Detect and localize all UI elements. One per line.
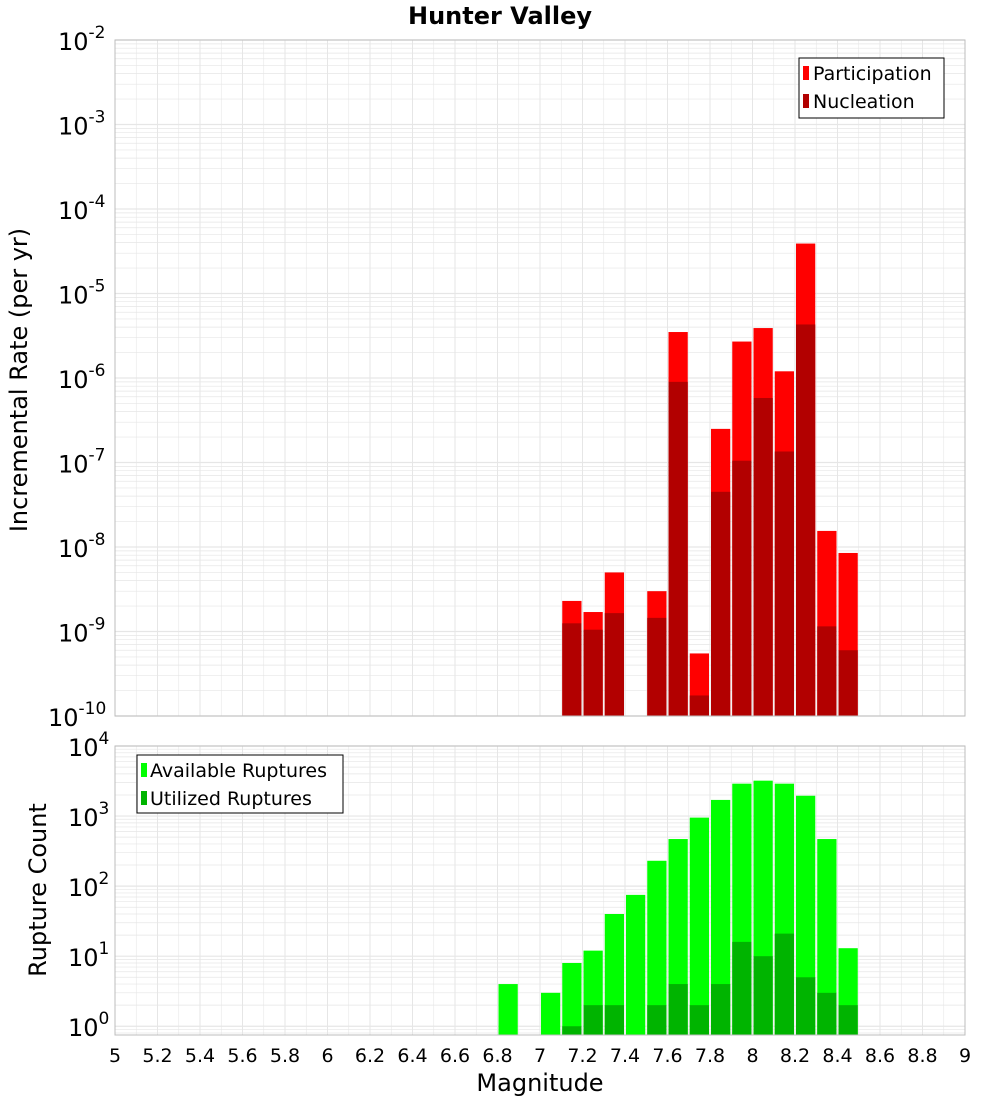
top-nucleation-bar [774,451,794,716]
top-nucleation-bar [732,460,752,716]
incremental-rate-panel: 10-10 10-9 10-8 10-7 10-6 10-5 10-4 10-3 10-2 In… [5,23,966,732]
top-nucleation-bar [796,324,816,716]
bottom-available-ruptures-bar [796,795,816,1035]
bottom-utilized-ruptures-bar [562,1026,582,1035]
top-nucleation-bar [838,650,858,716]
x-tick-label: 8.4 [822,1045,852,1067]
x-tick-label: 7.8 [695,1045,725,1067]
top-y-tick-label: 10-10 [48,699,106,732]
available-ruptures-legend-label: Available Ruptures [150,760,327,782]
x-tick-label: 6.6 [440,1045,470,1067]
top-nucleation-bar [562,623,582,716]
top-nucleation-bar [668,381,688,716]
bottom-available-ruptures-bar [541,992,561,1035]
rupture-count-panel: 100 101 102 103 104 5 5.2 5.4 5.6 5.8 6 6.2 6.4 6.6 6… [24,729,971,1097]
top-nucleation-bar [753,397,773,716]
x-tick-label: 5.4 [185,1045,215,1067]
bottom-utilized-ruptures-bar [753,956,773,1035]
top-grid [114,39,966,717]
bottom-utilized-ruptures-bar [711,984,731,1035]
top-y-tick-label: 10-5 [58,277,106,310]
participation-legend-label: Participation [813,63,932,85]
top-nucleation-bar [817,626,837,716]
bottom-available-ruptures-bar [711,799,731,1035]
top-nucleation-bar [711,491,731,716]
top-y-tick-label: 10-4 [58,192,106,225]
top-y-tick-label: 10-7 [58,446,106,479]
top-bars [562,243,858,716]
x-tick-label: 7 [534,1045,546,1067]
bottom-available-ruptures-bar [817,839,837,1035]
bottom-utilized-ruptures-bar [817,992,837,1035]
x-tick-label: 5.2 [142,1045,172,1067]
top-y-tick-label: 10-8 [58,530,106,563]
bottom-utilized-ruptures-bar [689,1005,709,1035]
x-tick-label: 8 [746,1045,758,1067]
chart-title: Hunter Valley [408,2,592,30]
bottom-utilized-ruptures-bar [796,977,816,1035]
bottom-bars [498,780,858,1035]
bottom-utilized-ruptures-bar [583,1005,603,1035]
x-tick-label: 9 [959,1045,971,1067]
available-ruptures-legend-swatch [141,763,147,777]
x-tick-label: 7.4 [610,1045,640,1067]
participation-legend-swatch [803,66,809,80]
bottom-y-tick-labels: 100 101 102 103 104 [68,729,109,1042]
bottom-utilized-ruptures-bar [732,941,752,1035]
x-tick-label: 8.8 [907,1045,937,1067]
x-tick-label: 6.2 [355,1045,385,1067]
top-legend-box [798,57,945,119]
nucleation-legend-swatch [803,94,809,108]
x-tick-label: 5 [109,1045,121,1067]
x-tick-label: 7.2 [567,1045,597,1067]
bottom-utilized-ruptures-bar [647,1005,667,1035]
bottom-utilized-ruptures-bar [774,933,794,1035]
top-y-tick-label: 10-6 [58,361,106,394]
x-tick-labels: 5 5.2 5.4 5.6 5.8 6 6.2 6.4 6.6 6.8 7 7.2 7.4 7.6 7.8 8… [109,1045,971,1067]
bottom-y-tick-label: 103 [68,799,109,832]
x-tick-label: 8.2 [780,1045,810,1067]
top-y-axis-label: Incremental Rate (per yr) [5,228,33,532]
top-nucleation-bar [647,617,667,716]
top-nucleation-bar [689,695,709,716]
x-tick-label: 6.8 [482,1045,512,1067]
bottom-available-ruptures-bar [647,860,667,1035]
top-legend: Participation Nucleation [798,57,945,119]
utilized-ruptures-legend-swatch [141,791,147,805]
top-nucleation-bar [604,613,624,716]
x-tick-label: 5.6 [227,1045,257,1067]
bottom-y-tick-label: 101 [68,939,109,972]
bottom-available-ruptures-bar [689,817,709,1035]
bottom-available-ruptures-bar [626,894,646,1035]
bottom-legend-box [136,754,344,814]
nucleation-legend-label: Nucleation [813,91,915,113]
bottom-y-tick-label: 100 [68,1009,109,1042]
top-nucleation-bar [583,629,603,716]
x-tick-label: 7.6 [652,1045,682,1067]
x-tick-label: 8.6 [865,1045,895,1067]
top-y-tick-label: 10-3 [58,108,106,141]
top-plot-frame [114,39,966,717]
top-y-tick-labels: 10-10 10-9 10-8 10-7 10-6 10-5 10-4 10-3 10-2 [48,23,106,732]
bottom-available-ruptures-bar [498,984,518,1035]
bottom-y-axis-label: Rupture Count [24,803,52,977]
bottom-plot-frame [114,745,966,1036]
x-tick-label: 5.8 [270,1045,300,1067]
bottom-available-ruptures-bar [562,962,582,1035]
bottom-utilized-ruptures-bar [604,1005,624,1035]
bottom-y-tick-label: 104 [68,729,109,762]
bottom-available-ruptures-bar [604,914,624,1035]
bottom-utilized-ruptures-bar [668,984,688,1035]
bottom-legend: Available Ruptures Utilized Ruptures [136,754,344,814]
bottom-y-tick-label: 102 [68,869,109,902]
x-tick-label: 6 [321,1045,333,1067]
top-y-tick-label: 10-2 [58,23,106,56]
bottom-utilized-ruptures-bar [838,1005,858,1035]
top-y-tick-label: 10-9 [58,615,106,648]
x-axis-label: Magnitude [476,1069,603,1097]
x-tick-label: 6.4 [397,1045,427,1067]
utilized-ruptures-legend-label: Utilized Ruptures [150,788,312,810]
